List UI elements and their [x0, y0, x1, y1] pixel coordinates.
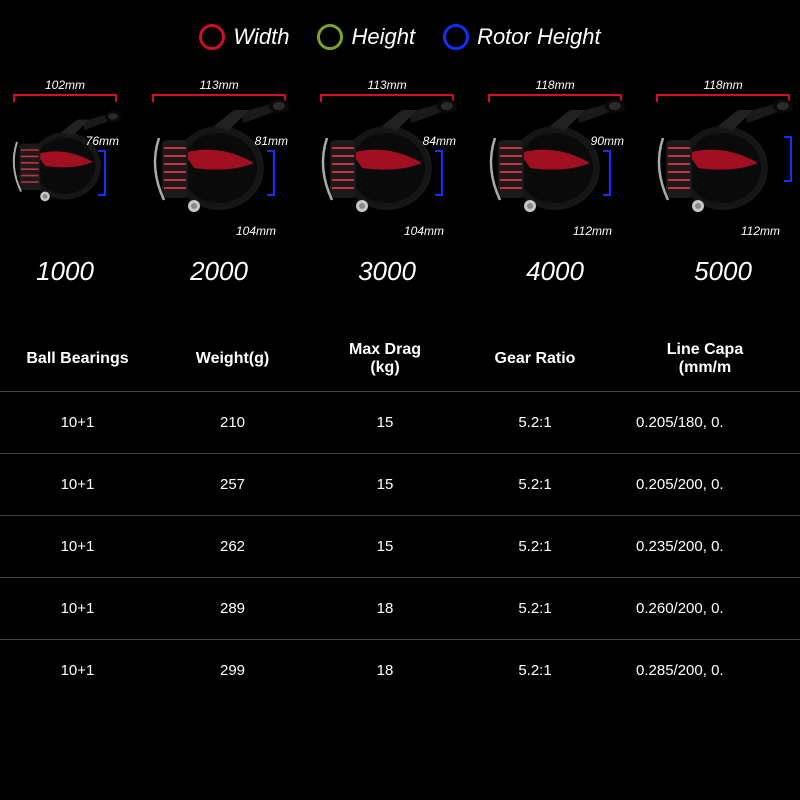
model-label: 2000 [190, 256, 248, 287]
table-row: 10+1 289 18 5.2:1 0.260/200, 0. [0, 577, 800, 639]
dim-height: 112mm [480, 224, 630, 238]
rotor-value: 84mm [423, 134, 456, 148]
cell-wt: 289 [155, 600, 310, 617]
width-value: 113mm [199, 78, 238, 92]
dim-height: 104mm [144, 224, 294, 238]
reel-figure: 102mm 76mm [5, 78, 125, 238]
cell-wt: 262 [155, 538, 310, 555]
circle-icon [317, 24, 343, 50]
model-label: 4000 [526, 256, 584, 287]
height-value: 112mm [573, 224, 612, 238]
reel-item: 113mm 81mm 104mm 2000 [140, 78, 298, 287]
height-value: 112mm [741, 224, 780, 238]
rotor-bracket-icon [435, 150, 443, 196]
rotor-bracket-icon [784, 136, 792, 182]
height-value: 104mm [404, 224, 444, 238]
width-value: 113mm [367, 78, 406, 92]
reels-row: 102mm 76mm 1000 113mm [0, 68, 800, 287]
reel-figure: 113mm 81mm 104mm [144, 78, 294, 238]
spec-table: Ball Bearings Weight(g) Max Drag (kg) Ge… [0, 327, 800, 701]
circle-icon [443, 24, 469, 50]
width-value: 118mm [535, 78, 574, 92]
cell-gr: 5.2:1 [460, 662, 610, 679]
cell-dr: 15 [310, 476, 460, 493]
dim-rotor [784, 134, 792, 182]
cell-lc: 0.285/200, 0. [610, 662, 800, 679]
legend-item-rotor: Rotor Height [443, 24, 601, 50]
col-header-dr: Max Drag (kg) [310, 341, 460, 377]
rotor-bracket-icon [603, 150, 611, 196]
table-row: 10+1 299 18 5.2:1 0.285/200, 0. [0, 639, 800, 701]
reel-item: 113mm 84mm 104mm 3000 [308, 78, 466, 287]
cell-bb: 10+1 [0, 414, 155, 431]
legend-label: Width [233, 24, 289, 50]
legend-item-height: Height [317, 24, 415, 50]
table-header: Ball Bearings Weight(g) Max Drag (kg) Ge… [0, 327, 800, 391]
cell-wt: 299 [155, 662, 310, 679]
height-value: 104mm [236, 224, 276, 238]
reel-item: 118mm 112mm 5000 [644, 78, 800, 287]
reel-figure: 118mm 112mm [648, 78, 798, 238]
rotor-bracket-icon [98, 150, 106, 196]
reel-item: 118mm 90mm 112mm 4000 [476, 78, 634, 287]
legend-label: Rotor Height [477, 24, 601, 50]
cell-bb: 10+1 [0, 600, 155, 617]
cell-gr: 5.2:1 [460, 476, 610, 493]
col-header-wt: Weight(g) [155, 350, 310, 368]
cell-bb: 10+1 [0, 476, 155, 493]
dim-height: 112mm [648, 224, 798, 238]
table-row: 10+1 257 15 5.2:1 0.205/200, 0. [0, 453, 800, 515]
reel-figure: 113mm 84mm 104mm [312, 78, 462, 238]
rotor-bracket-icon [267, 150, 275, 196]
model-label: 1000 [36, 256, 94, 287]
cell-dr: 18 [310, 662, 460, 679]
circle-icon [199, 24, 225, 50]
cell-lc: 0.260/200, 0. [610, 600, 800, 617]
reel-figure: 118mm 90mm 112mm [480, 78, 630, 238]
col-header-gr: Gear Ratio [460, 350, 610, 368]
cell-wt: 210 [155, 414, 310, 431]
rotor-value: 81mm [255, 134, 288, 148]
cell-lc: 0.205/180, 0. [610, 414, 800, 431]
legend-label: Height [351, 24, 415, 50]
dim-rotor: 81mm [255, 134, 288, 196]
width-value: 118mm [703, 78, 742, 92]
rotor-value: 76mm [86, 134, 119, 148]
dim-height: 104mm [312, 224, 462, 238]
cell-gr: 5.2:1 [460, 414, 610, 431]
cell-bb: 10+1 [0, 538, 155, 555]
cell-dr: 15 [310, 538, 460, 555]
dim-rotor: 76mm [86, 134, 119, 196]
cell-wt: 257 [155, 476, 310, 493]
rotor-value: 90mm [591, 134, 624, 148]
dim-rotor: 84mm [423, 134, 456, 196]
col-header-bb: Ball Bearings [0, 350, 155, 368]
reel-item: 102mm 76mm 1000 [0, 78, 130, 287]
cell-dr: 15 [310, 414, 460, 431]
cell-gr: 5.2:1 [460, 538, 610, 555]
width-value: 102mm [45, 78, 85, 92]
legend: Width Height Rotor Height [0, 0, 800, 68]
cell-lc: 0.205/200, 0. [610, 476, 800, 493]
table-row: 10+1 262 15 5.2:1 0.235/200, 0. [0, 515, 800, 577]
table-row: 10+1 210 15 5.2:1 0.205/180, 0. [0, 391, 800, 453]
cell-bb: 10+1 [0, 662, 155, 679]
col-header-lc: Line Capa (mm/m [610, 341, 800, 377]
cell-dr: 18 [310, 600, 460, 617]
cell-lc: 0.235/200, 0. [610, 538, 800, 555]
model-label: 5000 [694, 256, 752, 287]
reel-icon [648, 98, 798, 218]
dim-rotor: 90mm [591, 134, 624, 196]
model-label: 3000 [358, 256, 416, 287]
legend-item-width: Width [199, 24, 289, 50]
cell-gr: 5.2:1 [460, 600, 610, 617]
